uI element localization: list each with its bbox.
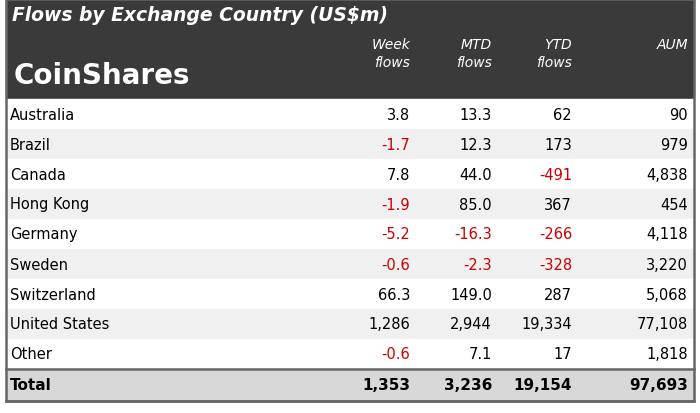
Text: Other: Other [10,347,52,362]
Text: -266: -266 [539,227,572,242]
Text: 454: 454 [660,197,688,212]
Bar [6,190,694,219]
Text: 979: 979 [660,137,688,152]
Text: 90: 90 [669,107,688,122]
Bar [6,219,694,249]
Text: 4,838: 4,838 [647,167,688,182]
Text: Switzerland: Switzerland [10,287,96,302]
Text: 85.0: 85.0 [459,197,492,212]
Text: 13.3: 13.3 [460,107,492,122]
Text: 173: 173 [545,137,572,152]
Text: Germany: Germany [10,227,78,242]
Bar [6,369,694,401]
Bar [6,249,694,279]
Bar [6,279,694,309]
Text: 3,236: 3,236 [444,377,492,392]
Text: Sweden: Sweden [10,257,68,272]
Text: 19,154: 19,154 [514,377,572,392]
Text: 1,818: 1,818 [646,347,688,362]
Text: 62: 62 [554,107,572,122]
Text: 4,118: 4,118 [646,227,688,242]
Text: 12.3: 12.3 [459,137,492,152]
Text: Total: Total [10,377,52,392]
Text: 7.1: 7.1 [468,347,492,362]
Text: Australia: Australia [10,107,76,122]
Text: -0.6: -0.6 [382,257,410,272]
Text: Week: Week [371,38,410,52]
Bar [6,130,694,159]
Bar [6,309,694,339]
Text: 7.8: 7.8 [386,167,410,182]
Text: -0.6: -0.6 [382,347,410,362]
Text: -491: -491 [539,167,572,182]
Text: AUM: AUM [657,38,688,52]
Text: 1,353: 1,353 [362,377,410,392]
Text: 367: 367 [545,197,572,212]
Text: -16.3: -16.3 [454,227,492,242]
Text: United States: United States [10,317,109,332]
Text: MTD: MTD [461,38,492,52]
Text: 97,693: 97,693 [629,377,688,392]
Text: -1.9: -1.9 [382,197,410,212]
Text: 149.0: 149.0 [450,287,492,302]
Bar [6,100,694,130]
Text: 3.8: 3.8 [387,107,410,122]
Text: Canada: Canada [10,167,66,182]
Bar [6,0,694,100]
Text: 77,108: 77,108 [637,317,688,332]
Text: flows: flows [536,56,572,70]
Text: flows: flows [456,56,492,70]
Text: -328: -328 [539,257,572,272]
Text: 2,944: 2,944 [450,317,492,332]
Text: 287: 287 [544,287,572,302]
Bar [6,159,694,190]
Bar [6,339,694,369]
Text: -1.7: -1.7 [382,137,410,152]
Text: -2.3: -2.3 [463,257,492,272]
Text: 5,068: 5,068 [646,287,688,302]
Text: YTD: YTD [545,38,572,52]
Text: Hong Kong: Hong Kong [10,197,90,212]
Text: 44.0: 44.0 [459,167,492,182]
Text: 1,286: 1,286 [368,317,410,332]
Text: Brazil: Brazil [10,137,51,152]
Text: 66.3: 66.3 [377,287,410,302]
Text: 17: 17 [554,347,572,362]
Text: 19,334: 19,334 [522,317,572,332]
Text: 3,220: 3,220 [646,257,688,272]
Text: flows: flows [374,56,410,70]
Text: Flows by Exchange Country (US$m): Flows by Exchange Country (US$m) [12,6,388,25]
Text: -5.2: -5.2 [382,227,410,242]
Text: CoinShares: CoinShares [14,62,190,90]
